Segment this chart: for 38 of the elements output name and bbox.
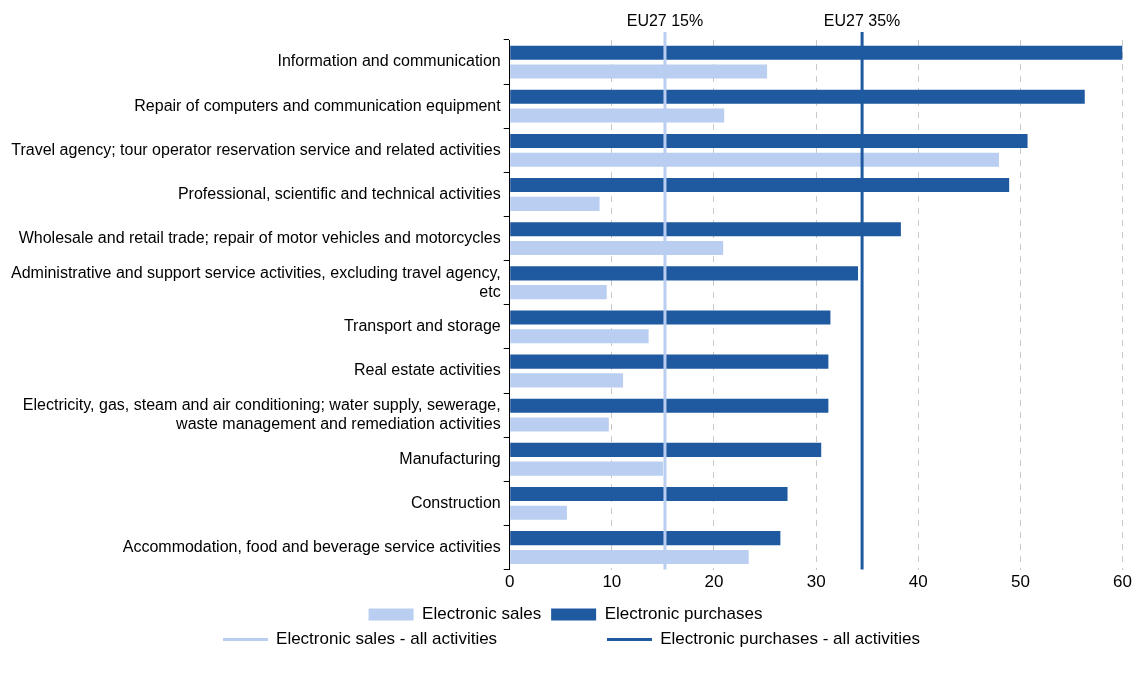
bar bbox=[510, 373, 624, 388]
bar bbox=[510, 505, 567, 520]
text: Electronic purchases - all activities bbox=[660, 629, 920, 649]
x-tick-label: 0 bbox=[504, 572, 515, 592]
y-tick-label: Wholesale and retail trade; repair of motor vehicles and motorcycles bbox=[18, 229, 501, 247]
legend-label: Electronic purchases bbox=[604, 604, 763, 624]
bar bbox=[510, 398, 829, 413]
y-tick-label: Travel agency; tour operator reservation service and related activities bbox=[11, 140, 501, 158]
x-tick-label: 40 bbox=[908, 572, 928, 592]
y-tick-label: Professional, scientific and technical activities bbox=[177, 184, 501, 202]
bar bbox=[510, 417, 609, 432]
x-tick-label: 30 bbox=[806, 572, 826, 592]
y-tick-label: Accommodation, food and beverage service activities bbox=[122, 537, 501, 555]
x-tick-label: 10 bbox=[602, 572, 622, 592]
x-tick-label: 60 bbox=[1113, 572, 1133, 592]
bar bbox=[510, 266, 859, 281]
bar bbox=[510, 196, 600, 211]
bar bbox=[510, 310, 831, 325]
y-tick-label: Administrative and support service activities, excluding travel agency, etc bbox=[10, 263, 501, 300]
y-tick-label: Manufacturing bbox=[399, 449, 501, 467]
y-tick-label: Information and communication bbox=[277, 52, 501, 70]
bar bbox=[510, 486, 788, 502]
ref-line-label: EU27 35% bbox=[823, 12, 901, 30]
x-tick-label: 50 bbox=[1010, 572, 1030, 592]
legend-label: Electronic sales bbox=[422, 604, 542, 624]
y-tick-label: Transport and storage bbox=[343, 317, 501, 335]
y-tick-label: Construction bbox=[410, 493, 501, 511]
bar bbox=[510, 329, 649, 344]
y-tick-label: Repair of computers and communication equipment bbox=[134, 96, 502, 114]
y-tick-label: Electricity, gas, steam and air conditioning; water supply, sewerage, waste management and remediation activities bbox=[22, 395, 501, 433]
bar bbox=[510, 531, 781, 546]
bar bbox=[510, 442, 822, 457]
y-tick-label: Real estate activities bbox=[353, 361, 501, 379]
bar bbox=[510, 285, 607, 300]
text: Electronic sales - all activities bbox=[276, 629, 498, 649]
x-tick-label: 20 bbox=[704, 572, 724, 592]
ref-line-label: EU27 15% bbox=[626, 12, 704, 30]
bar bbox=[510, 354, 829, 369]
